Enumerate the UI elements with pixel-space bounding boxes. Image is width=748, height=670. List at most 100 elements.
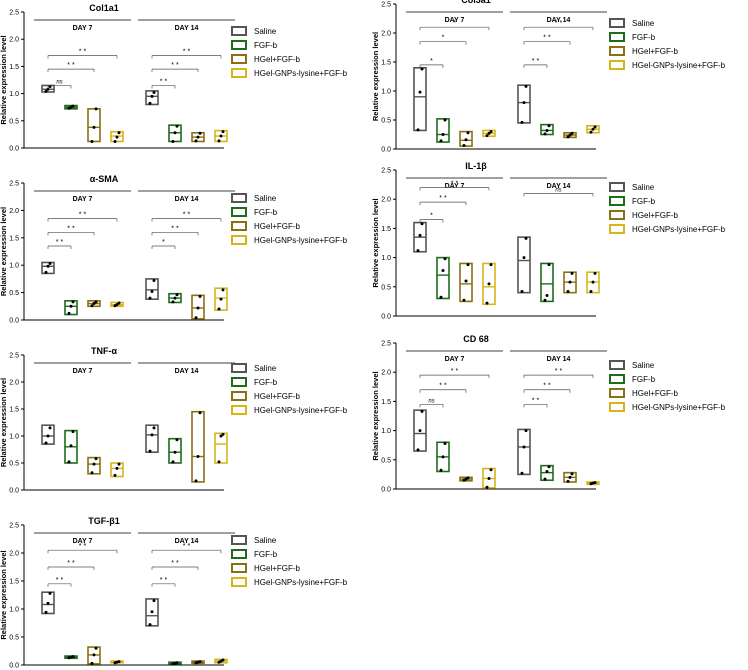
data-point <box>115 303 119 307</box>
y-tick-label: 0.0 <box>381 487 391 494</box>
sig-label: * * <box>183 212 191 219</box>
sig-label: * * <box>160 78 168 85</box>
legend-swatch <box>609 224 625 234</box>
group-label: DAY 7 <box>445 356 465 363</box>
data-point <box>485 301 489 305</box>
group-label: DAY 14 <box>547 356 571 363</box>
data-point <box>524 429 528 433</box>
legend-label: HGel+FGF-b <box>254 222 301 231</box>
panel-6: TGF-β1 0.0 0.5 1.0 1.5 2.0 2.5 Relative express… <box>0 516 348 670</box>
legend-label: Saline <box>632 361 655 370</box>
data-point <box>589 289 593 293</box>
y-tick-label: 2.5 <box>9 10 19 17</box>
legend-label: HGel-GNPs-lysine+FGF-b <box>254 578 348 587</box>
y-tick-label: 0.5 <box>381 284 391 291</box>
data-point <box>90 139 94 143</box>
sig-label: * <box>162 239 165 246</box>
data-point <box>198 660 202 664</box>
data-point <box>46 601 50 605</box>
data-point <box>90 661 94 665</box>
data-point <box>115 135 119 139</box>
data-point <box>441 455 445 459</box>
legend-swatch <box>231 40 247 50</box>
sig-label: ns <box>428 398 434 404</box>
data-point <box>69 304 73 308</box>
data-point <box>148 101 152 105</box>
legend-label: HGel-GNPs-lysine+FGF-b <box>632 225 726 234</box>
y-tick-label: 2.5 <box>381 168 391 175</box>
legend-swatch <box>231 26 247 36</box>
sig-label: * * <box>555 20 563 27</box>
chart-title: CD 68 <box>463 334 489 344</box>
legend-swatch <box>609 18 625 28</box>
sig-label: * * <box>183 543 191 550</box>
y-tick-label: 2.0 <box>9 208 19 215</box>
data-point <box>173 296 177 300</box>
y-tick-label: 2.0 <box>9 551 19 558</box>
box <box>459 130 473 147</box>
y-axis-label: Relative expression level <box>371 32 380 121</box>
data-point <box>198 294 202 298</box>
y-tick-label: 2.5 <box>381 2 391 9</box>
data-point <box>219 134 223 138</box>
y-tick-label: 2.5 <box>9 353 19 360</box>
data-point <box>175 293 179 297</box>
y-tick-label: 0.0 <box>381 314 391 321</box>
data-point <box>420 67 424 71</box>
sig-label: * * <box>79 543 87 550</box>
data-point <box>547 263 551 267</box>
sig-label: * * <box>543 383 551 390</box>
data-point <box>113 473 117 477</box>
y-tick-label: 1.0 <box>9 91 19 98</box>
data-point <box>196 306 200 310</box>
data-point <box>466 131 470 135</box>
data-point <box>150 94 154 98</box>
data-point <box>441 133 445 136</box>
box <box>482 262 496 306</box>
data-point <box>568 133 572 137</box>
data-point <box>570 472 574 476</box>
box <box>413 409 427 452</box>
legend-label: HGel+FGF-b <box>632 47 679 56</box>
y-tick-label: 0.5 <box>9 290 19 297</box>
y-tick-label: 0.5 <box>9 635 19 642</box>
box <box>214 432 228 464</box>
sig-label: * * <box>67 560 75 567</box>
legend-label: HGel+FGF-b <box>632 211 679 220</box>
data-point <box>71 300 75 304</box>
legend-swatch <box>609 210 625 220</box>
legend-label: FGF-b <box>254 208 278 217</box>
data-point <box>46 434 50 438</box>
legend-swatch <box>609 182 625 192</box>
data-point <box>48 591 52 595</box>
y-tick-label: 2.5 <box>381 341 391 348</box>
sig-label: * * <box>160 577 168 584</box>
sig-label: * <box>442 35 445 42</box>
data-point <box>171 139 175 143</box>
y-tick-label: 1.5 <box>9 407 19 414</box>
data-point <box>44 610 48 614</box>
data-point <box>443 441 447 445</box>
data-point <box>94 300 98 304</box>
box <box>110 462 124 478</box>
data-point <box>150 610 154 614</box>
box <box>436 118 450 143</box>
box <box>145 424 159 454</box>
data-point <box>152 599 156 603</box>
sig-label: * * <box>451 368 459 375</box>
data-point <box>418 233 422 237</box>
legend-label: Saline <box>254 364 277 373</box>
data-point <box>441 268 445 272</box>
data-point <box>194 139 198 143</box>
sig-label: * * <box>532 58 540 65</box>
data-point <box>420 222 424 226</box>
group-label: DAY 14 <box>175 538 199 545</box>
y-tick-label: 1.5 <box>9 579 19 586</box>
data-point <box>46 264 50 268</box>
y-tick-label: 1.5 <box>381 226 391 233</box>
data-point <box>439 468 443 472</box>
data-point <box>570 271 574 275</box>
sig-label: * * <box>56 239 64 246</box>
data-point <box>219 434 223 438</box>
legend-label: HGel-GNPs-lysine+FGF-b <box>254 236 348 245</box>
